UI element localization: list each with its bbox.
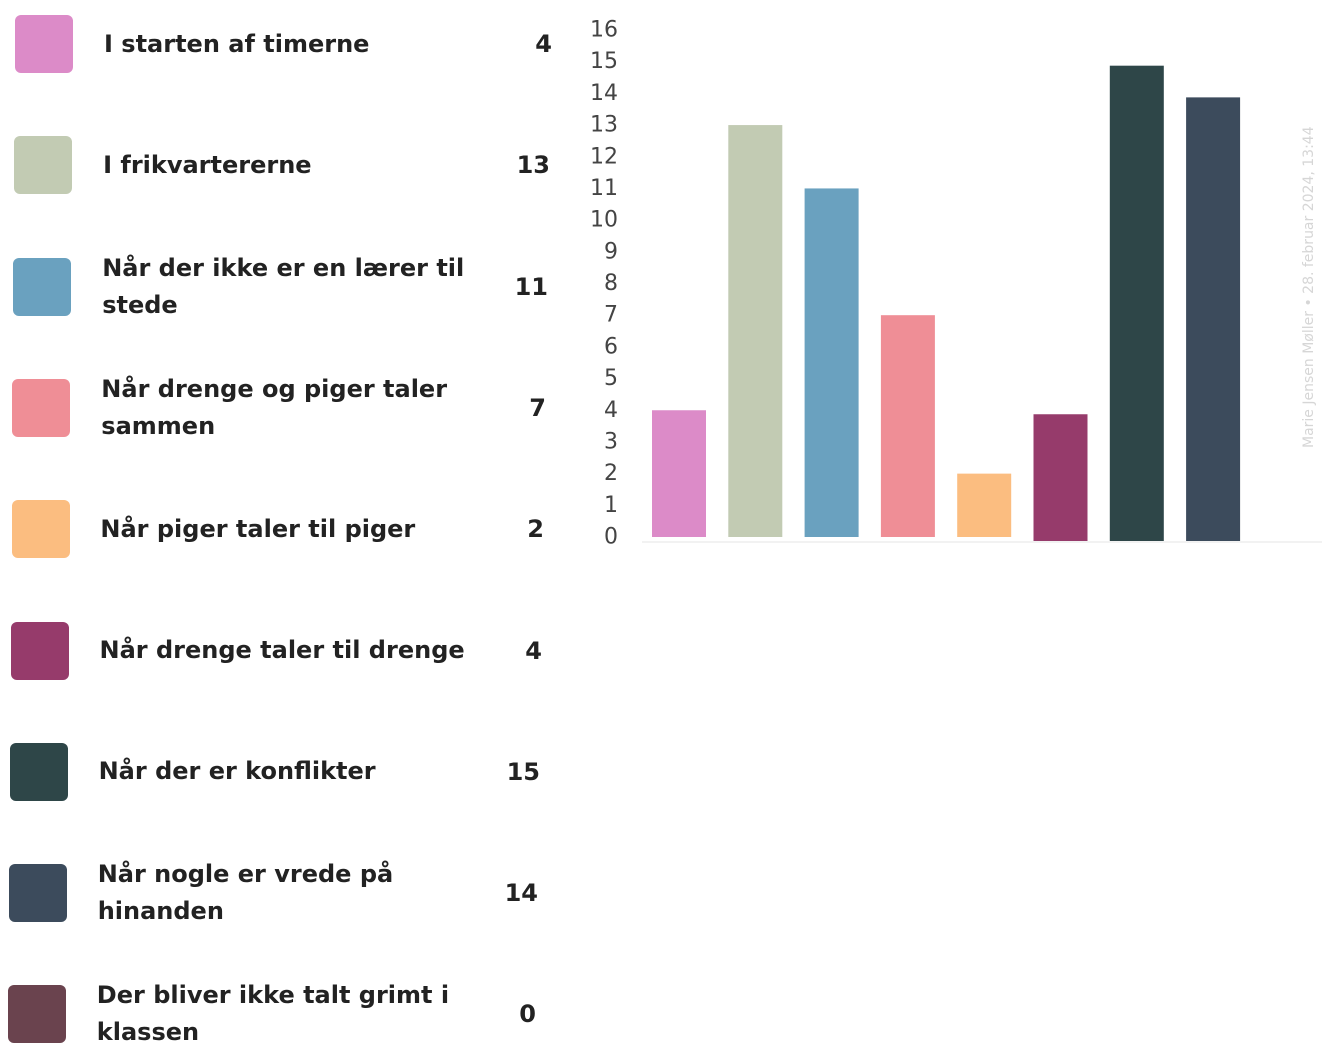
y-tick-label: 4 [604,398,618,423]
watermark: Marie Jensen Møller • 28. februar 2024, … [1301,126,1317,448]
y-tick-label: 7 [604,303,618,328]
legend-count: 13 [516,151,550,180]
legend-count: 2 [527,515,544,544]
legend-item: I frikvartererne 13 [0,135,580,195]
y-tick-label: 16 [590,18,618,43]
legend-swatch [11,500,70,559]
legend-swatch [12,378,71,437]
bar [1109,65,1164,541]
bar [652,410,706,537]
legend-swatch [14,136,73,195]
legend-swatch [15,15,73,73]
y-tick-label: 13 [590,113,618,138]
y-tick-label: 5 [604,366,618,391]
legend-swatch [13,257,72,316]
legend-swatch [9,864,68,923]
y-tick-label: 8 [604,271,618,296]
legend-label: Når piger taler til piger [100,514,416,543]
bar [880,315,935,537]
legend-label: Når drenge taler til drenge [99,636,465,664]
bar [804,188,859,537]
y-tick-label: 1 [604,493,618,518]
legend-label: Når nogle er vrede på hinanden [97,860,394,926]
legend-item: Når piger taler til piger 2 [0,499,580,559]
legend-item: Der bliver ikke talt grimt i klassen 0 [0,981,580,1046]
legend-count: 15 [506,757,540,786]
legend: I starten af timerne 4 I frikvartererne 13 N… [0,0,580,1046]
legend-label: Når drenge og piger taler sammen [101,374,448,440]
legend-swatch [10,621,69,680]
legend-label: Når der er konflikter [98,757,376,786]
y-tick-label: 11 [590,176,618,201]
legend-item: Når drenge taler til drenge 4 [0,621,580,681]
y-tick-label: 0 [604,525,618,550]
y-tick-label: 12 [590,144,618,169]
legend-item: Når nogle er vrede på hinanden 14 [0,860,580,925]
legend-swatch [8,985,67,1044]
legend-count: 4 [535,30,552,58]
y-tick-label: 2 [604,461,618,486]
bars [652,65,1241,541]
y-tick-label: 15 [590,49,618,74]
bar [728,125,783,537]
y-tick-label: 9 [604,239,618,264]
legend-count: 14 [504,879,538,908]
legend-item: Når drenge og piger taler sammen 7 [0,375,580,440]
y-tick-label: 14 [590,81,618,106]
y-tick-label: 6 [604,334,618,359]
legend-label: Når der ikke er en lærer til stede [102,253,465,319]
legend-count: 0 [519,1000,536,1029]
legend-item: Når der ikke er en lærer til stede 11 [0,254,580,319]
y-tick-label: 3 [604,429,618,454]
legend-count: 7 [529,393,546,422]
legend-item: Når der er konflikter 15 [0,742,580,802]
legend-count: 4 [525,636,542,665]
legend-label: I starten af timerne [104,29,370,58]
bar [957,473,1012,537]
bar [1033,414,1088,541]
y-tick-label: 10 [590,208,618,233]
legend-label: I frikvartererne [103,150,312,179]
legend-count: 11 [514,272,548,301]
legend-item: I starten af timerne 4 [0,14,580,74]
legend-swatch [9,742,68,801]
legend-label: Der bliver ikke talt grimt i klassen [96,981,450,1047]
bar [1186,97,1241,541]
